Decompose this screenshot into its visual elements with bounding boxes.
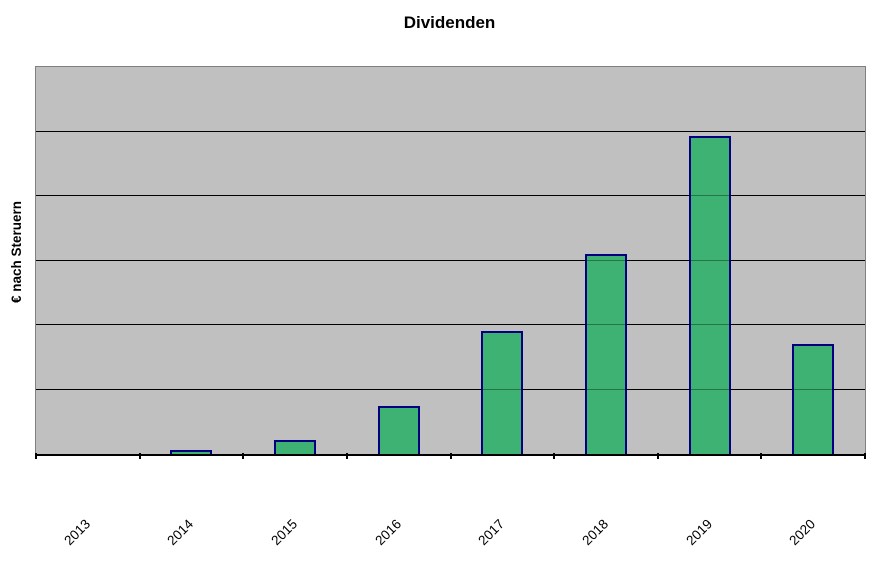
x-tick-label-2016: 2016	[372, 516, 405, 549]
y-axis-title: € nach Steruern	[9, 200, 24, 304]
gridline	[36, 130, 865, 132]
bar-2015	[274, 440, 316, 454]
x-tick-label-2015: 2015	[268, 516, 301, 549]
gridline-overlay	[36, 130, 865, 132]
x-tick-label-2013: 2013	[61, 516, 94, 549]
chart-title: Dividenden	[403, 13, 496, 32]
gridline-overlay	[36, 388, 865, 390]
x-tick-label-2014: 2014	[164, 516, 197, 549]
gridline	[36, 195, 865, 196]
gridline	[36, 259, 865, 261]
gridline	[36, 324, 865, 325]
gridline-overlay	[36, 259, 865, 261]
bar-2016	[378, 406, 420, 454]
x-tick-label-2020: 2020	[786, 516, 819, 549]
gridline	[36, 388, 865, 390]
gridline-overlay	[36, 324, 865, 325]
bar-2017	[481, 331, 523, 454]
bar-2018	[585, 254, 627, 454]
plot-area	[35, 66, 866, 456]
x-tick-label-2017: 2017	[475, 516, 508, 549]
x-tick-label-2019: 2019	[683, 516, 716, 549]
x-tick-label-2018: 2018	[579, 516, 612, 549]
bar-2020	[792, 344, 834, 454]
gridline-overlay	[36, 195, 865, 196]
bar-2019	[689, 136, 731, 454]
bar-2014	[170, 450, 212, 454]
